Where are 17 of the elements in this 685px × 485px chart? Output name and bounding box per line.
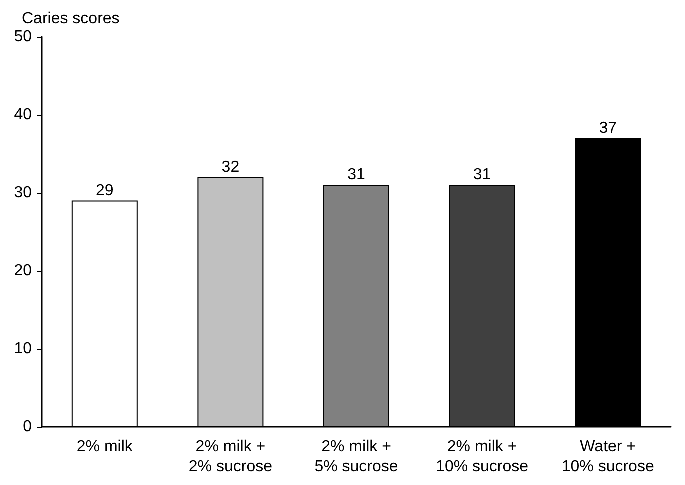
x-tick-label: Water + 10% sucrose (562, 438, 654, 476)
data-label: 37 (599, 120, 618, 137)
x-tick-label: 2% milk + 2% sucrose (188, 438, 273, 476)
y-tick-label: 20 (14, 262, 32, 280)
data-label: 31 (473, 166, 492, 184)
x-tick-label: 2% milk + 5% sucrose (314, 438, 398, 476)
data-label: 31 (348, 166, 366, 184)
y-tick-label: 40 (14, 106, 32, 124)
x-tick-label: 2% milk (76, 438, 134, 456)
data-label: 29 (96, 182, 114, 200)
y-tick-label: 10 (14, 340, 32, 358)
y-tick-label: 30 (14, 184, 32, 202)
y-axis-title: Caries scores (22, 10, 120, 28)
x-tick-label: 2% milk + 10% sucrose (436, 438, 529, 476)
y-tick-label: 50 (14, 28, 32, 46)
y-tick-label: 0 (23, 418, 32, 436)
data-label: 32 (222, 158, 240, 176)
